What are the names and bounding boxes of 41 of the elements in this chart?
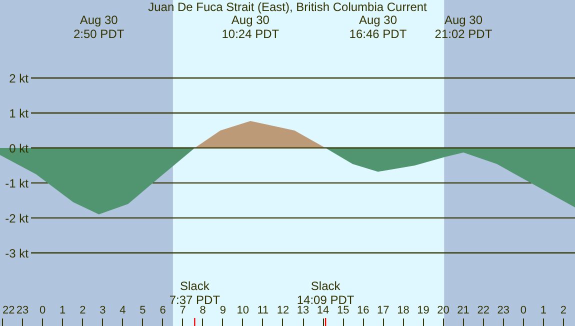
x-tick-label: 4 <box>120 304 126 316</box>
x-tick-label: 23 <box>497 304 510 316</box>
x-tick-label: 6 <box>160 304 166 316</box>
x-tick-label: 15 <box>336 304 350 316</box>
x-tick-label: 22 <box>2 304 15 316</box>
x-tick-label: 12 <box>276 304 290 316</box>
x-tick-label: 9 <box>220 304 226 316</box>
annotation: Slack 7:37 PDT <box>169 279 221 307</box>
x-tick-label: 1 <box>540 304 547 316</box>
x-tick-label: 7 <box>180 304 186 316</box>
x-tick-label: 2 <box>560 304 567 316</box>
x-tick-label: 16 <box>357 304 370 316</box>
annotation: Aug 30 10:24 PDT <box>222 13 280 41</box>
y-tick-label: -1 kt <box>5 176 30 190</box>
x-tick-label: 23 <box>16 304 29 316</box>
x-tick-label: 0 <box>40 304 46 316</box>
x-tick-label: 1 <box>60 304 66 316</box>
x-tick-label: 14 <box>316 304 330 316</box>
x-tick-label: 2 <box>80 304 86 316</box>
x-tick-label: 18 <box>397 304 410 316</box>
x-tick-label: 11 <box>257 304 269 316</box>
x-tick-label: 22 <box>477 304 490 316</box>
x-tick-label: 0 <box>520 304 526 316</box>
y-tick-label: 1 kt <box>9 106 30 120</box>
x-tick-label: 5 <box>140 304 146 316</box>
x-tick-label: 21 <box>457 304 470 316</box>
y-tick-label: 2 kt <box>9 72 30 86</box>
x-tick-label: 8 <box>200 304 206 316</box>
y-tick-label: -3 kt <box>5 246 30 260</box>
x-tick-label: 19 <box>417 304 430 316</box>
x-tick-label: 20 <box>437 304 450 316</box>
chart-title: Juan De Fuca Strait (East), British Columbia Current <box>148 0 428 14</box>
annotation: Slack 14:09 PDT <box>296 279 355 307</box>
annotation: Aug 30 16:46 PDT <box>349 13 408 41</box>
x-tick-label: 3 <box>100 304 106 316</box>
x-tick-label: 13 <box>296 304 310 316</box>
annotation: Aug 30 2:50 PDT <box>73 13 125 41</box>
x-tick-label: 10 <box>236 304 250 316</box>
annotation: Aug 30 21:02 PDT <box>434 13 493 41</box>
y-tick-label: -2 kt <box>5 211 30 226</box>
x-tick-label: 17 <box>377 304 390 316</box>
